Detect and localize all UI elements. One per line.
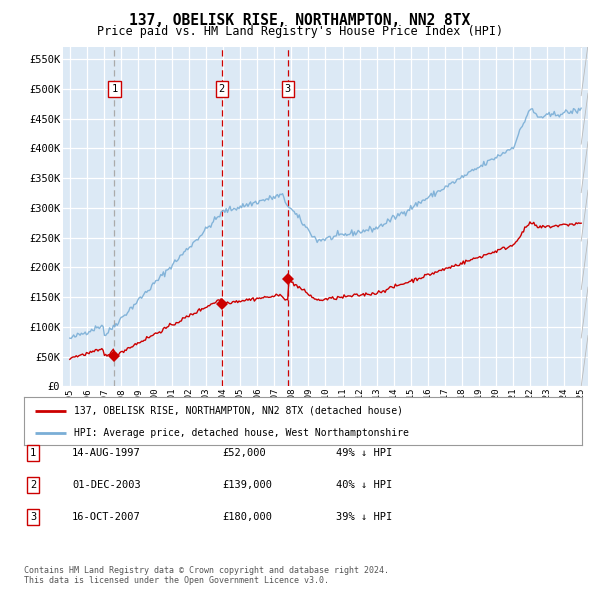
Text: HPI: Average price, detached house, West Northamptonshire: HPI: Average price, detached house, West…	[74, 428, 409, 438]
Text: 40% ↓ HPI: 40% ↓ HPI	[336, 480, 392, 490]
Text: Price paid vs. HM Land Registry's House Price Index (HPI): Price paid vs. HM Land Registry's House …	[97, 25, 503, 38]
Text: 2: 2	[30, 480, 36, 490]
Text: 16-OCT-2007: 16-OCT-2007	[72, 512, 141, 522]
Text: 3: 3	[30, 512, 36, 522]
Text: 1: 1	[30, 448, 36, 458]
Text: 137, OBELISK RISE, NORTHAMPTON, NN2 8TX (detached house): 137, OBELISK RISE, NORTHAMPTON, NN2 8TX …	[74, 405, 403, 415]
Text: 3: 3	[285, 84, 291, 94]
Text: £180,000: £180,000	[222, 512, 272, 522]
Text: 39% ↓ HPI: 39% ↓ HPI	[336, 512, 392, 522]
Text: £139,000: £139,000	[222, 480, 272, 490]
Text: 01-DEC-2003: 01-DEC-2003	[72, 480, 141, 490]
Text: 1: 1	[112, 84, 118, 94]
Text: Contains HM Land Registry data © Crown copyright and database right 2024.
This d: Contains HM Land Registry data © Crown c…	[24, 566, 389, 585]
Text: 2: 2	[219, 84, 225, 94]
Text: 137, OBELISK RISE, NORTHAMPTON, NN2 8TX: 137, OBELISK RISE, NORTHAMPTON, NN2 8TX	[130, 13, 470, 28]
Text: 49% ↓ HPI: 49% ↓ HPI	[336, 448, 392, 458]
Text: £52,000: £52,000	[222, 448, 266, 458]
Text: 14-AUG-1997: 14-AUG-1997	[72, 448, 141, 458]
